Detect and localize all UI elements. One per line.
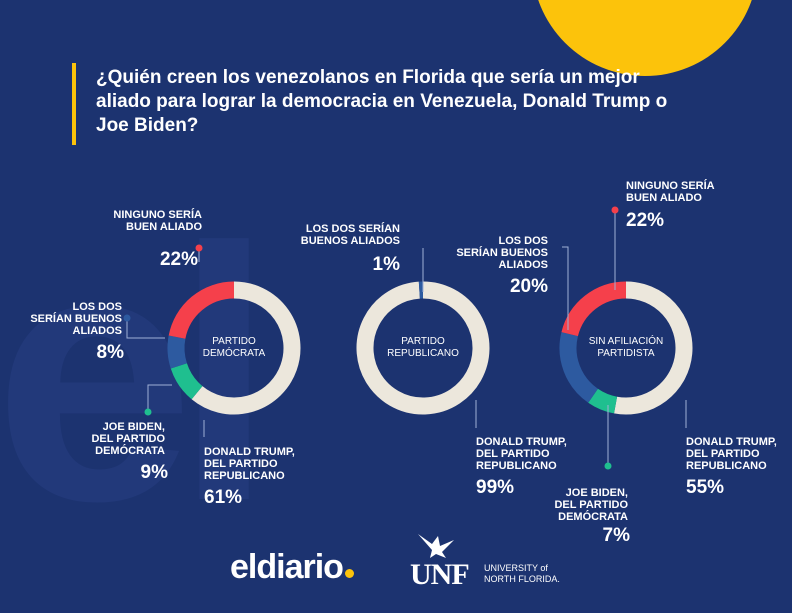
slice-biden xyxy=(588,388,618,414)
slice-label-trump: REPUBLICANO xyxy=(204,470,285,482)
slice-label-biden: DEMÓCRATA xyxy=(95,444,165,457)
slice-percent-los_dos: 20% xyxy=(510,276,548,297)
slice-percent-los_dos: 8% xyxy=(97,342,125,363)
slice-label-los_dos: SERÍAN BUENOS xyxy=(456,246,548,259)
slice-label-biden: JOE BIDEN, xyxy=(103,421,165,433)
leader-dot-biden xyxy=(144,408,152,416)
center-label: DEMÓCRATA xyxy=(203,346,266,359)
leader-line-los_dos xyxy=(126,318,165,339)
slice-label-los_dos: BUENOS ALIADOS xyxy=(301,235,400,247)
slice-trump xyxy=(356,281,490,415)
slice-trump xyxy=(614,281,693,415)
slice-label-ninguno: NINGUNO SERÍA xyxy=(113,208,202,221)
unf-logo-line1: UNIVERSITY of xyxy=(484,563,548,573)
slice-label-biden: DEL PARTIDO xyxy=(554,499,628,511)
slice-label-los_dos: LOS DOS xyxy=(498,235,548,247)
slice-label-los_dos: LOS DOS SERÍAN xyxy=(306,222,400,235)
slice-ninguno xyxy=(168,281,235,340)
center-label: REPUBLICANO xyxy=(387,348,459,359)
slice-percent-los_dos: 1% xyxy=(373,254,401,275)
title-accent-bar xyxy=(72,63,76,145)
slice-label-biden: DEL PARTIDO xyxy=(91,433,165,445)
slice-percent-trump: 55% xyxy=(686,477,724,498)
slice-label-trump: DONALD TRUMP, xyxy=(686,436,777,448)
slice-label-los_dos: ALIADOS xyxy=(499,259,549,271)
eldiario-logo-dot xyxy=(344,569,354,578)
slice-label-los_dos: SERÍAN BUENOS xyxy=(30,312,122,325)
slice-label-los_dos: ALIADOS xyxy=(73,325,123,337)
slice-trump xyxy=(191,281,301,415)
slice-ninguno xyxy=(561,281,627,337)
slice-biden xyxy=(170,362,203,400)
leader-dot-biden xyxy=(604,462,612,470)
eldiario-logo-text: eldiario xyxy=(230,548,344,586)
slice-percent-ninguno: 22% xyxy=(626,210,664,231)
slice-percent-trump: 61% xyxy=(204,487,242,508)
slice-label-trump: REPUBLICANO xyxy=(686,460,767,472)
slice-label-trump: DONALD TRUMP, xyxy=(204,446,295,458)
leader-dot-los_dos xyxy=(123,314,131,322)
center-label: PARTIDO xyxy=(401,336,445,347)
center-label: SIN AFILIACIÓN xyxy=(589,334,663,347)
slice-label-trump: DEL PARTIDO xyxy=(204,458,278,470)
slice-percent-biden: 7% xyxy=(603,525,631,546)
slice-los_dos xyxy=(559,332,599,403)
slice-label-ninguno: NINGUNO SERÍA xyxy=(626,179,715,192)
eldiario-logo: eldiario xyxy=(230,548,354,587)
slice-label-trump: DEL PARTIDO xyxy=(476,448,550,460)
slice-los_dos xyxy=(167,335,188,369)
slice-percent-ninguno: 22% xyxy=(160,249,198,270)
slice-percent-trump: 99% xyxy=(476,477,514,498)
slice-percent-biden: 9% xyxy=(141,462,169,483)
center-label: PARTIDISTA xyxy=(597,348,655,359)
slice-label-ninguno: BUEN ALIADO xyxy=(126,221,202,233)
leader-line-los_dos xyxy=(562,246,569,330)
unf-logo: UNF UNIVERSITY of NORTH FLORIDA. xyxy=(410,530,560,591)
slice-label-trump: DONALD TRUMP, xyxy=(476,436,567,448)
center-label: PARTIDO xyxy=(212,336,256,347)
leader-dot-ninguno xyxy=(195,244,203,252)
unf-logo-line2: NORTH FLORIDA. xyxy=(484,574,560,584)
osprey-icon xyxy=(418,534,454,558)
unf-logo-subtitle: UNIVERSITY of NORTH FLORIDA. xyxy=(484,563,560,585)
chart-title: ¿Quién creen los venezolanos en Florida … xyxy=(96,67,668,136)
slice-label-trump: REPUBLICANO xyxy=(476,460,557,472)
ghost-letters: el xyxy=(0,174,274,576)
leader-dot-ninguno xyxy=(611,206,619,214)
slice-label-biden: JOE BIDEN, xyxy=(566,487,628,499)
slice-label-biden: DEMÓCRATA xyxy=(558,510,628,523)
unf-logo-text: UNF xyxy=(410,558,470,591)
slice-label-los_dos: LOS DOS xyxy=(72,301,122,313)
leader-line-biden xyxy=(147,384,172,412)
slice-label-ninguno: BUEN ALIADO xyxy=(626,192,702,204)
slice-label-trump: DEL PARTIDO xyxy=(686,448,760,460)
